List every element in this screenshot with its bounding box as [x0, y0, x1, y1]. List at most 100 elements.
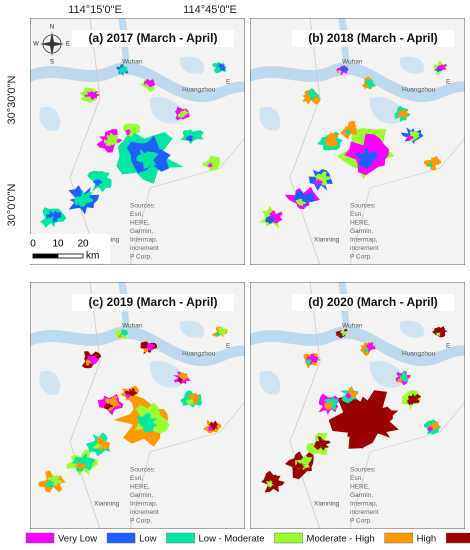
risk-area — [187, 129, 202, 141]
map-panel: WuhanHuangzhouEXianningSources:Esri,HERE… — [30, 18, 245, 265]
risk-area — [354, 146, 380, 168]
risk-area — [366, 342, 376, 353]
source-text: Esri, — [130, 211, 143, 218]
risk-area — [206, 426, 213, 432]
scale-bar-bg — [30, 234, 110, 264]
city-label: Xianning — [314, 237, 340, 244]
risk-area — [45, 479, 54, 488]
city-label: E — [226, 79, 231, 86]
risk-area — [177, 377, 183, 383]
longitude-label: 114°45'0"E — [183, 4, 237, 16]
risk-area — [337, 70, 342, 74]
risk-area — [295, 198, 306, 207]
risk-area — [93, 443, 103, 449]
risk-area — [362, 84, 369, 89]
risk-area — [435, 332, 441, 337]
latitude-label: 30°0'0"N — [6, 184, 18, 227]
risk-area — [45, 210, 62, 223]
risk-area — [143, 348, 149, 353]
source-text: Sources: — [350, 203, 376, 210]
city-label: Xianning — [94, 501, 120, 508]
city-label: Wuhan — [122, 323, 143, 330]
scale-tick-label: 20 — [77, 239, 89, 250]
risk-area — [85, 359, 92, 366]
city-label: E — [226, 343, 231, 350]
risk-area — [118, 334, 123, 338]
risk-area — [398, 371, 409, 382]
risk-area — [397, 113, 404, 119]
legend-swatch — [445, 532, 470, 544]
panel-title: (c) 2019 (March - April) — [89, 295, 218, 309]
risk-area — [215, 67, 221, 72]
risk-area — [125, 124, 139, 134]
risk-area — [124, 129, 132, 136]
scale-tick-label: 0 — [30, 239, 36, 250]
risk-area — [125, 393, 132, 399]
risk-area — [117, 70, 123, 74]
risk-area — [119, 65, 129, 73]
source-text: P Corp. — [350, 254, 372, 261]
source-text: P Corp. — [350, 518, 372, 525]
map-panel: WuhanHuangzhouEXianningSources:Esri,HERE… — [250, 18, 465, 265]
risk-area — [83, 96, 92, 102]
risk-area — [103, 403, 113, 410]
legend-label: High — [417, 534, 437, 545]
risk-area — [340, 396, 391, 450]
risk-area — [305, 359, 312, 366]
source-text: Esri, — [350, 475, 363, 482]
panel-title: (a) 2017 (March - April) — [89, 31, 218, 45]
source-text: increment — [130, 509, 159, 516]
map-panel: WuhanHuangzhouEXianningSources:Esri,HERE… — [30, 282, 245, 529]
panel-title: (b) 2018 (March - April) — [308, 31, 438, 45]
map-panel: WuhanHuangzhouEXianningSources:Esri,HERE… — [250, 282, 465, 529]
risk-area — [406, 399, 414, 406]
risk-area — [215, 332, 221, 336]
risk-area — [209, 420, 219, 430]
legend-swatch — [25, 532, 55, 544]
risk-area — [313, 441, 322, 450]
panel-title: (d) 2020 (March - April) — [308, 295, 438, 309]
source-text: increment — [350, 245, 379, 252]
risk-area — [304, 95, 312, 101]
city-label: Wuhan — [342, 59, 363, 66]
risk-area — [337, 334, 342, 339]
city-label: Wuhan — [122, 59, 143, 66]
risk-area — [180, 109, 189, 118]
risk-area — [295, 461, 306, 472]
city-label: Huangzhou — [182, 351, 216, 358]
title-box — [72, 30, 234, 47]
legend-swatch — [106, 532, 136, 544]
risk-area — [362, 347, 369, 353]
city-label: E — [446, 79, 451, 86]
risk-area — [188, 392, 201, 406]
risk-area — [136, 412, 158, 432]
source-text: Intermap, — [130, 237, 158, 244]
risk-area — [185, 399, 194, 406]
latitude-label: 30°30'0"N — [6, 75, 18, 124]
scale-tick-label: 10 — [52, 239, 64, 250]
risk-area — [103, 139, 113, 147]
risk-area — [96, 436, 111, 450]
risk-area — [74, 197, 87, 207]
source-text: Intermap, — [350, 237, 378, 244]
source-text: Garmin, — [350, 228, 373, 235]
scale-segment — [32, 253, 59, 259]
source-text: HERE, — [130, 484, 150, 491]
risk-area — [177, 113, 183, 119]
city-label: E — [446, 343, 451, 350]
risk-area — [427, 162, 433, 168]
risk-area — [314, 436, 331, 451]
source-text: Sources: — [350, 467, 376, 474]
risk-area — [217, 62, 227, 72]
source-text: Garmin, — [130, 228, 153, 235]
legend-swatch — [274, 532, 303, 544]
risk-area — [323, 402, 333, 411]
city-label: Wuhan — [342, 323, 363, 330]
risk-area — [136, 148, 159, 169]
title-box — [292, 30, 454, 47]
city-label: Huangzhou — [182, 87, 216, 94]
longitude-label: 114°15'0"E — [68, 4, 122, 16]
risk-area — [347, 387, 358, 399]
source-text: Garmin, — [350, 492, 373, 499]
